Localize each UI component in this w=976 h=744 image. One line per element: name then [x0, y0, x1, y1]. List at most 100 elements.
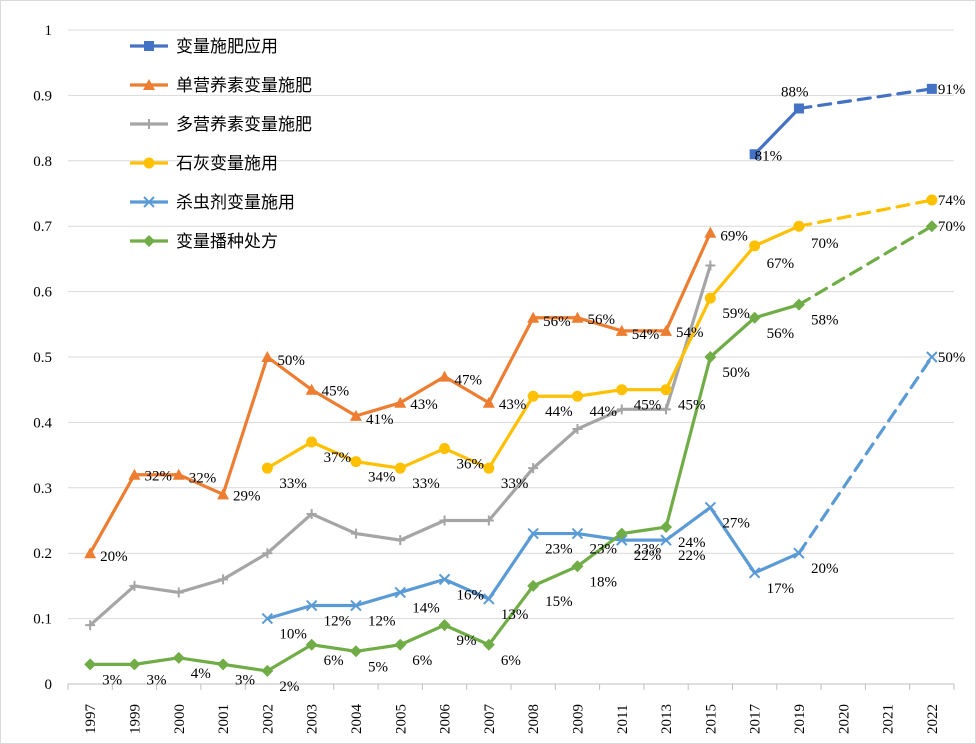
data-point [172, 468, 185, 480]
data-point [571, 560, 584, 573]
data-point [483, 515, 494, 526]
data-label: 45% [678, 398, 706, 414]
data-point [925, 220, 938, 233]
series-line-segment [398, 375, 447, 405]
data-point [483, 593, 495, 605]
data-label: 32% [144, 469, 172, 485]
data-label: 3% [102, 672, 122, 688]
data-label: 22% [634, 548, 662, 564]
data-point [305, 638, 318, 651]
series-line-segment [797, 87, 934, 111]
data-label: 29% [233, 488, 260, 504]
data-point [128, 658, 141, 671]
legend-item: 变量播种处方 [130, 232, 278, 252]
x-tick-label: 2004 [349, 704, 365, 735]
data-point [705, 260, 716, 271]
data-label: 33% [501, 476, 528, 492]
series-line-segment [132, 584, 181, 595]
y-tick-label: 0 [45, 677, 53, 693]
data-point [349, 645, 362, 658]
data-point [483, 462, 495, 474]
data-label: 74% [938, 193, 966, 209]
y-tick-label: 0.5 [33, 350, 52, 366]
data-point [926, 351, 938, 363]
data-point [129, 580, 140, 591]
data-label: 3% [146, 672, 166, 688]
data-label: 44% [589, 404, 617, 420]
series-line-segment [177, 656, 225, 666]
data-point [438, 370, 451, 382]
x-tick-label: 2007 [482, 704, 498, 735]
data-point [438, 573, 451, 586]
data-point [438, 619, 451, 632]
data-label: 12% [324, 614, 352, 630]
series-line-segment [753, 303, 801, 320]
data-point [571, 311, 584, 323]
data-label: 54% [676, 325, 704, 341]
data-point [144, 119, 154, 129]
data-point [660, 324, 673, 336]
data-point [926, 194, 938, 206]
x-tick-label: 2000 [172, 704, 188, 734]
series-line-segment [664, 296, 712, 392]
series-line-segment [620, 525, 668, 536]
series-line-segment [797, 198, 934, 228]
data-label: 50% [938, 350, 966, 366]
data-label: 12% [368, 614, 396, 630]
data-point [572, 423, 583, 434]
legend-item: 变量施肥应用 [130, 37, 278, 57]
series-line-segment [487, 584, 535, 647]
series-line-segment [265, 643, 314, 673]
data-point [143, 196, 155, 208]
data-label: 20% [811, 561, 839, 577]
data-point [616, 384, 628, 396]
x-tick-label: 2013 [659, 704, 675, 734]
data-point [748, 311, 761, 324]
series-line-segment [398, 577, 447, 595]
series-line-segment [708, 505, 757, 575]
series-line-segment [354, 401, 402, 418]
data-point [144, 41, 154, 51]
data-point [262, 548, 273, 559]
x-tick-label: 1999 [127, 704, 143, 734]
data-point [261, 351, 274, 362]
data-label: 23% [634, 542, 662, 558]
data-label: 16% [457, 587, 485, 603]
data-label: 56% [767, 326, 795, 342]
x-tick-label: 2011 [615, 705, 631, 734]
data-label: 91% [938, 82, 966, 98]
data-label: 50% [277, 353, 305, 369]
data-point [143, 157, 155, 169]
series-line-segment [88, 473, 137, 555]
data-label: 27% [722, 515, 750, 531]
data-point [261, 462, 273, 474]
data-point [615, 324, 628, 336]
data-point [749, 149, 760, 160]
y-tick-label: 0.4 [33, 415, 52, 431]
legend-item: 单营养素变量施肥 [130, 76, 312, 96]
series-line-segment [708, 244, 757, 300]
series-line-segment [664, 505, 712, 542]
legend-label: 变量施肥应用 [176, 37, 278, 57]
x-tick-label: 2005 [393, 704, 409, 734]
legend-label: 单营养素变量施肥 [176, 76, 312, 96]
series-line-segment [442, 375, 491, 405]
data-label: 44% [545, 404, 573, 420]
data-point [704, 292, 716, 304]
series-line-segment [575, 407, 624, 431]
data-labels-5: 3% 3% 4% 3% 2% 6% 5% 6% 9% 6% 15% 18% 23% 24% 50% 56% 58… [102, 219, 965, 695]
series-line-segment [398, 446, 447, 470]
data-point [926, 83, 937, 94]
y-tick-label: 0.6 [33, 285, 52, 301]
data-point [143, 79, 155, 90]
x-tick-label: 2006 [438, 704, 454, 735]
data-point [439, 443, 451, 455]
series-line-segment [575, 531, 624, 568]
data-point [793, 220, 805, 232]
series-line-segment [265, 440, 314, 470]
data-label: 67% [767, 256, 795, 272]
series-3 [261, 194, 938, 474]
